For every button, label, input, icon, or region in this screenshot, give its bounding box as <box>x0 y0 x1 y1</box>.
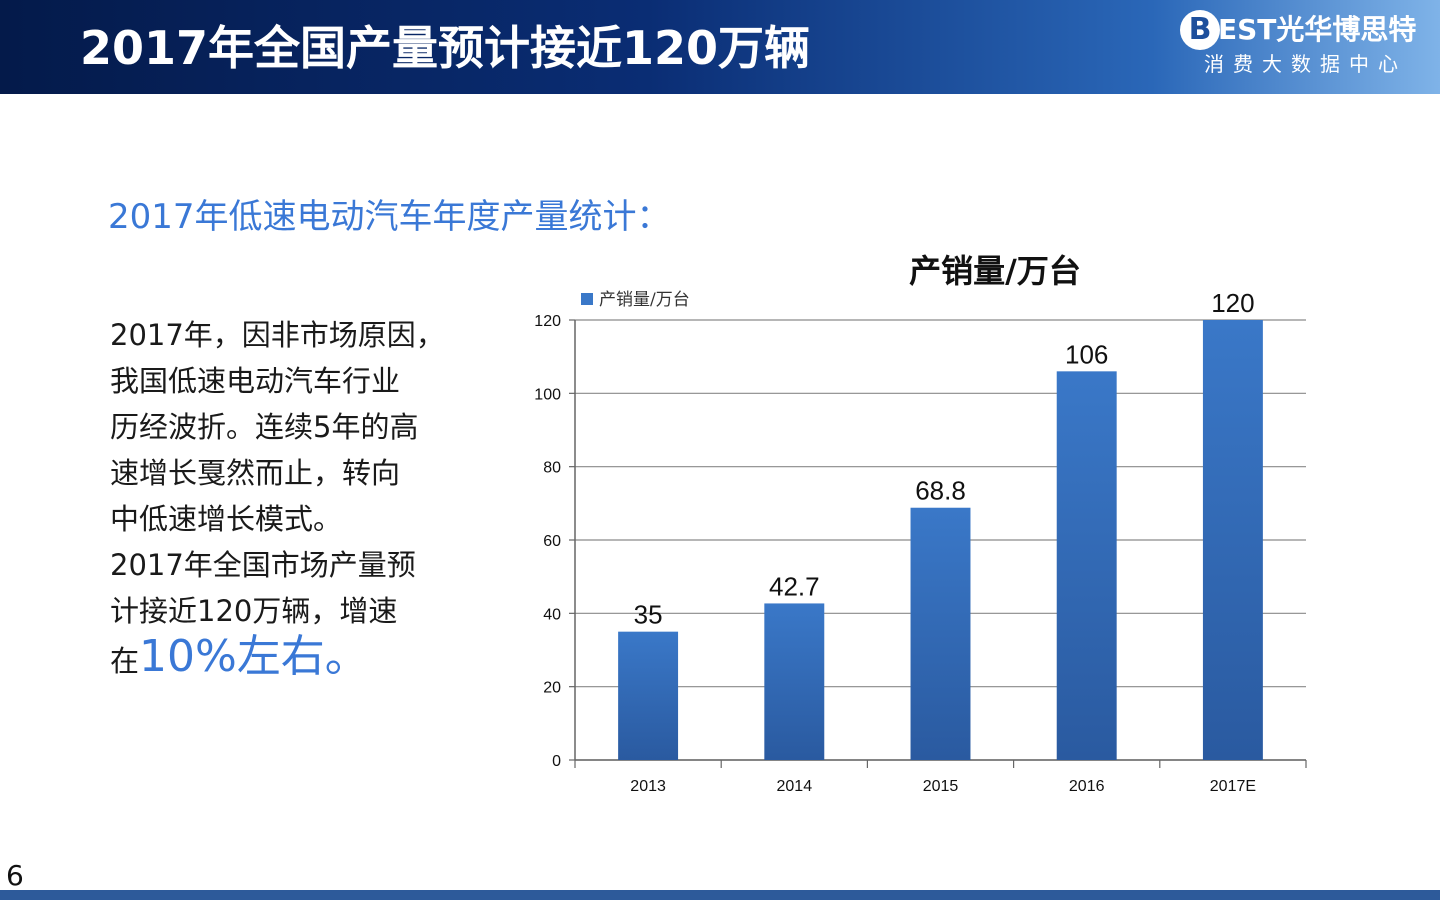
legend-label: 产销量/万台 <box>599 290 690 310</box>
body-line: 速增长戛然而止，转向 <box>110 456 401 490</box>
x-tick-label: 2015 <box>923 778 959 795</box>
x-tick-label: 2013 <box>630 778 666 795</box>
bar-2013 <box>618 631 679 760</box>
x-tick-label: 2016 <box>1069 778 1105 795</box>
body-line: 2017年，因非市场原因， <box>110 318 445 352</box>
body-paragraph: 2017年，因非市场原因， 我国低速电动汽车行业 历经波折。连续5年的高 速增长… <box>110 312 470 684</box>
growth-highlight: 10%左右。 <box>139 631 369 682</box>
body-line: 2017年全国市场产量预 <box>110 548 416 582</box>
body-last-prefix: 在 <box>110 644 140 678</box>
data-label: 106 <box>1065 339 1108 369</box>
legend-swatch <box>581 293 593 305</box>
y-tick-label: 100 <box>534 386 561 403</box>
brand-logo: B EST光华博思特 消费大数据中心 <box>1180 6 1430 86</box>
footer-bar <box>0 890 1440 900</box>
production-bar-chart: 产销量/万台产销量/万台02040608010012035201342.7201… <box>534 252 1307 795</box>
page-number: 6 <box>6 859 24 892</box>
data-label: 68.8 <box>915 476 966 506</box>
data-label: 42.7 <box>769 571 820 601</box>
page-title: 2017年全国产量预计接近120万辆 <box>80 21 811 75</box>
body-line: 我国低速电动汽车行业 <box>110 364 401 398</box>
y-tick-label: 20 <box>543 680 561 697</box>
bar-2016 <box>1056 371 1117 760</box>
x-tick-label: 2014 <box>777 778 813 795</box>
x-tick-label: 2017E <box>1210 778 1256 795</box>
body-line: 计接近120万辆，增速 <box>110 594 398 628</box>
y-tick-label: 80 <box>543 460 561 477</box>
bar-2017E <box>1202 320 1263 760</box>
header-banner: 2017年全国产量预计接近120万辆 B EST光华博思特 消费大数据中心 <box>0 0 1440 94</box>
logo-mark-icon: B <box>1180 10 1220 50</box>
logo-name: EST光华博思特 <box>1218 13 1417 46</box>
body-line-last: 在10%左右。 <box>110 634 470 684</box>
chart-title: 产销量/万台 <box>909 252 1081 290</box>
bar-2014 <box>764 603 825 760</box>
section-subtitle: 2017年低速电动汽车年度产量统计： <box>108 197 671 237</box>
y-tick-label: 0 <box>552 753 561 770</box>
y-tick-label: 40 <box>543 606 561 623</box>
y-tick-label: 60 <box>543 533 561 550</box>
body-line: 历经波折。连续5年的高 <box>110 410 419 444</box>
body-line: 中低速增长模式。 <box>110 502 343 536</box>
data-label: 120 <box>1211 288 1254 318</box>
y-tick-label: 120 <box>534 313 561 330</box>
data-label: 35 <box>634 600 663 630</box>
bar-2015 <box>910 507 971 760</box>
logo-subtitle: 消费大数据中心 <box>1204 52 1407 76</box>
